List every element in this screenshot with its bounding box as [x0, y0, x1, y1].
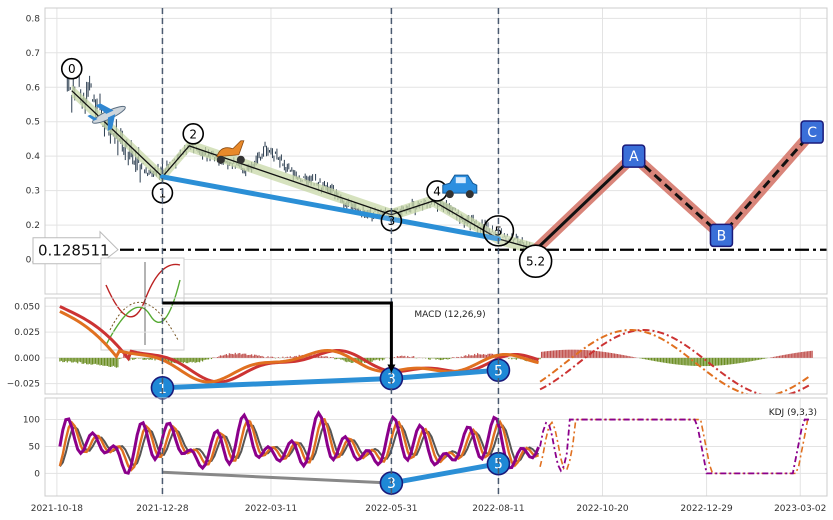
- x-tick-label: 2022-10-20: [576, 504, 629, 514]
- kdj-y-ticks: 100 50 0: [23, 416, 40, 480]
- airplane-wing: [95, 103, 116, 131]
- x-axis-ticks: 2021-10-18 2021-12-28 2022-03-11 2022-05-31…: [31, 504, 827, 514]
- macd-frame: [44, 297, 828, 395]
- x-tick-label: 2021-10-18: [31, 504, 84, 514]
- projection-label: A: [629, 149, 639, 165]
- scooter-wheel: [236, 155, 245, 164]
- top-overlay: [162, 301, 396, 373]
- kdj-panel: 100 50 0 KDJ (9,3,3) 3 5: [23, 397, 828, 497]
- kdj-gray-divergence: [162, 470, 392, 485]
- support-callout: 0.128511: [32, 230, 119, 265]
- wave-point-circle: [518, 244, 553, 279]
- kdj-marker-label: 5: [494, 457, 503, 473]
- scooter-body: [216, 140, 245, 158]
- kdj-marker-label: 3: [387, 476, 396, 492]
- wave-point-circle: [182, 123, 205, 145]
- y-tick-label: 0.2: [26, 221, 40, 231]
- inset-curve: [109, 301, 179, 341]
- y-tick-label: 0.7: [26, 49, 40, 59]
- y-tick-label: 0.5: [26, 118, 40, 128]
- wave-point-circle: [60, 57, 83, 80]
- kdj-k-projection: [539, 418, 811, 475]
- car-wheel: [445, 190, 454, 199]
- macd-y-ticks: 0.050 0.025 0.000 −0.025: [7, 302, 41, 389]
- macd-title: MACD (12,26,9): [414, 310, 485, 320]
- y-tick-label: 0.8: [26, 14, 41, 24]
- price-y-ticks: 0.10.20.30.40.50.60.70.8: [26, 14, 41, 265]
- y-tick-label: 0.3: [26, 187, 40, 197]
- projection-line-solid: [534, 155, 635, 251]
- projection-label: C: [807, 125, 817, 141]
- kdj-divergence-line: [390, 461, 499, 486]
- macd-divergence-line: [162, 367, 499, 391]
- inset-curve: [105, 279, 181, 346]
- y-tick-label: 0.050: [14, 302, 40, 312]
- car-window: [455, 177, 466, 184]
- projection-label-box: [800, 120, 824, 144]
- trend-line: [159, 174, 501, 242]
- y-tick-label: 0.025: [14, 328, 40, 338]
- x-tick-label: 2022-05-31: [365, 504, 417, 514]
- wave-point-label: 5.2: [526, 255, 545, 269]
- projection-label: B: [717, 228, 727, 244]
- scooter-wheel: [216, 155, 225, 164]
- support-value: 0.128511: [38, 242, 110, 260]
- x-tick-label: 2023-03-02: [774, 504, 826, 514]
- wave-vertical-lines: [161, 8, 500, 496]
- kdj-d-line: [58, 417, 540, 472]
- y-tick-label: 0.6: [26, 83, 41, 93]
- x-tick-label: 2022-08-11: [472, 504, 524, 514]
- wave-point-label: 2: [189, 127, 197, 141]
- wave-band: [71, 84, 536, 256]
- car-wheel: [465, 190, 474, 199]
- projection-label-box: [621, 144, 646, 168]
- macd-signal-projection: [539, 329, 812, 394]
- y-tick-label: −0.025: [7, 380, 40, 390]
- x-tick-label: 2022-03-11: [245, 504, 297, 514]
- y-tick-label: 0.000: [14, 354, 40, 364]
- projection-label-box: [709, 223, 734, 248]
- kdj-k-line: [58, 409, 540, 475]
- y-tick-label: 0.4: [26, 152, 41, 162]
- wave-point-label: 4: [433, 184, 441, 198]
- x-tick-label: 2021-12-28: [136, 504, 189, 514]
- connector-line: [162, 301, 393, 369]
- macd-projection: [539, 329, 812, 394]
- scooter-icon: [216, 140, 245, 164]
- y-tick-label: 0: [34, 469, 40, 479]
- x-tick-label: 2022-12-29: [680, 504, 733, 514]
- kdj-plot-area: [58, 409, 811, 486]
- price-frame: [44, 7, 828, 295]
- car-icon: [442, 174, 478, 199]
- airplane-tail: [87, 114, 98, 121]
- kdj-frame: [44, 397, 828, 497]
- y-tick-label: 100: [23, 416, 40, 426]
- car-body: [442, 174, 478, 194]
- connector-arrowhead: [387, 364, 396, 373]
- wave-point-label: 0: [68, 62, 76, 76]
- y-tick-label: 50: [29, 442, 41, 452]
- support-callout-box: [32, 230, 119, 265]
- kdj-title: KDJ (9,3,3): [769, 408, 817, 418]
- airplane-icon: [87, 103, 126, 131]
